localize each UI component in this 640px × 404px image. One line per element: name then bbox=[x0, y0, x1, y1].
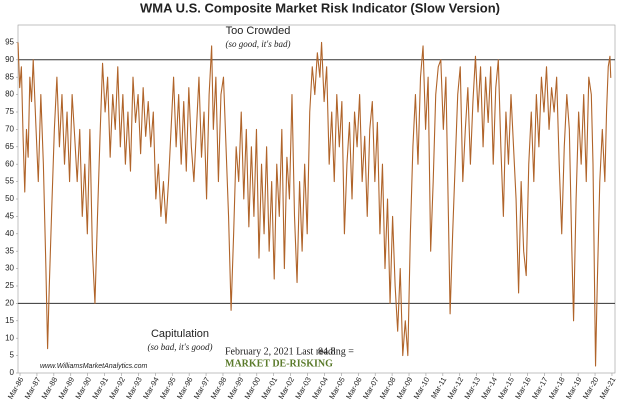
y-tick-label: 80 bbox=[5, 90, 14, 99]
status: MARKET DE-RISKING bbox=[225, 358, 333, 369]
y-tick-label: 35 bbox=[5, 246, 14, 255]
y-tick-label: 15 bbox=[5, 316, 14, 325]
y-tick-label: 65 bbox=[5, 142, 14, 151]
y-tick-label: 5 bbox=[10, 351, 15, 360]
y-tick-label: 70 bbox=[5, 125, 14, 134]
x-tick-label: Mar-21 bbox=[598, 375, 618, 400]
y-tick-label: 90 bbox=[5, 55, 14, 64]
website: www.WilliamsMarketAnalytics.com bbox=[40, 363, 147, 370]
chart-title: WMA U.S. Composite Market Risk Indicator… bbox=[140, 0, 500, 15]
annotation: Capitulation bbox=[151, 328, 209, 340]
y-tick-label: 40 bbox=[5, 229, 14, 238]
y-tick-label: 50 bbox=[5, 194, 14, 203]
y-tick-label: 20 bbox=[5, 299, 14, 308]
reading-value: 84.8 bbox=[318, 346, 336, 357]
y-tick-label: 75 bbox=[5, 107, 14, 116]
y-tick-label: 55 bbox=[5, 177, 14, 186]
y-tick-label: 85 bbox=[5, 72, 14, 81]
y-tick-label: 45 bbox=[5, 212, 14, 221]
annotation: (so bad, it's good) bbox=[148, 342, 213, 352]
y-tick-label: 0 bbox=[10, 368, 15, 377]
y-tick-label: 60 bbox=[5, 159, 14, 168]
x-tick-label: Mar-10 bbox=[412, 375, 432, 400]
series-line bbox=[17, 41, 612, 367]
y-tick-label: 25 bbox=[5, 281, 14, 290]
y-tick-label: 10 bbox=[5, 333, 14, 342]
annotation: (so good, it's bad) bbox=[226, 39, 291, 49]
y-tick-label: 30 bbox=[5, 264, 14, 273]
y-tick-label: 95 bbox=[5, 38, 14, 47]
reading-text: February 2, 2021 Last reading = bbox=[225, 346, 354, 357]
annotation: Too Crowded bbox=[226, 25, 291, 37]
